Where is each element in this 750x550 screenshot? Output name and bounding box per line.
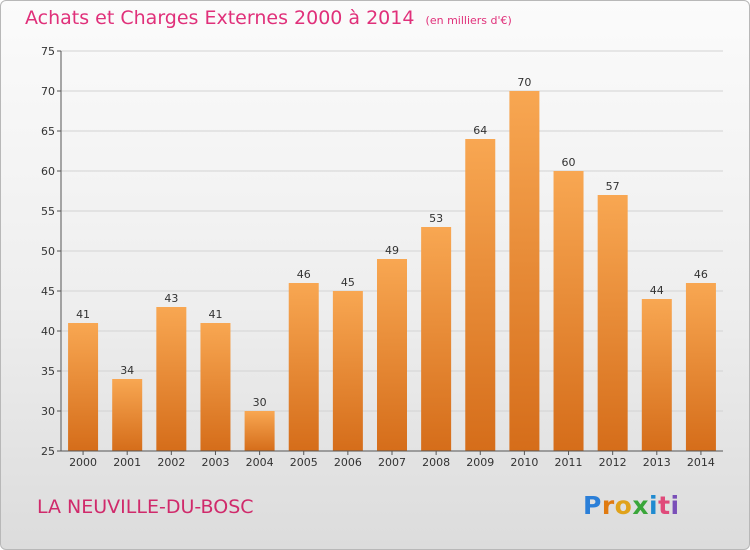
data-label: 64 xyxy=(473,124,487,137)
x-tick-label: 2012 xyxy=(599,456,627,469)
x-tick-label: 2003 xyxy=(201,456,229,469)
y-tick-label: 45 xyxy=(41,285,55,298)
bar xyxy=(553,171,584,451)
y-tick-label: 35 xyxy=(41,365,55,378)
y-tick-label: 30 xyxy=(41,405,55,418)
bar xyxy=(421,227,452,451)
bar xyxy=(685,283,716,451)
y-tick-label: 70 xyxy=(41,85,55,98)
data-label: 41 xyxy=(76,308,90,321)
x-tick-label: 2004 xyxy=(246,456,274,469)
y-tick-label: 65 xyxy=(41,125,55,138)
data-label: 45 xyxy=(341,276,355,289)
bar xyxy=(112,379,143,451)
logo-letter: t xyxy=(658,491,671,520)
x-tick-label: 2002 xyxy=(157,456,185,469)
y-tick-label: 50 xyxy=(41,245,55,258)
x-tick-label: 2006 xyxy=(334,456,362,469)
bar xyxy=(509,91,540,451)
place-name: LA NEUVILLE-DU-BOSC xyxy=(37,496,254,518)
x-tick-label: 2014 xyxy=(687,456,715,469)
data-label: 70 xyxy=(517,76,531,89)
logo-letter: x xyxy=(632,491,649,520)
y-tick-label: 55 xyxy=(41,205,55,218)
bar xyxy=(597,195,628,451)
bar xyxy=(156,307,187,451)
data-label: 60 xyxy=(562,156,576,169)
x-tick-label: 2005 xyxy=(290,456,318,469)
data-label: 57 xyxy=(606,180,620,193)
data-label: 44 xyxy=(650,284,664,297)
proxiti-logo: Proxiti xyxy=(583,491,680,520)
y-tick-label: 75 xyxy=(41,45,55,58)
bar xyxy=(244,411,275,451)
data-label: 46 xyxy=(297,268,311,281)
bar xyxy=(288,283,319,451)
data-label: 43 xyxy=(164,292,178,305)
bar xyxy=(200,323,231,451)
title-unit: (en milliers d'€) xyxy=(425,14,512,27)
y-tick-label: 40 xyxy=(41,325,55,338)
x-tick-label: 2008 xyxy=(422,456,450,469)
bar xyxy=(641,299,672,451)
bar xyxy=(377,259,407,451)
title-main: Achats et Charges Externes 2000 à 2014 xyxy=(25,7,415,29)
chart-title: Achats et Charges Externes 2000 à 2014 (… xyxy=(25,7,512,29)
logo-letter: o xyxy=(614,491,633,520)
x-tick-label: 2000 xyxy=(69,456,97,469)
data-label: 53 xyxy=(429,212,443,225)
x-tick-label: 2001 xyxy=(113,456,141,469)
data-label: 41 xyxy=(208,308,222,321)
x-tick-label: 2007 xyxy=(378,456,406,469)
bar xyxy=(465,139,496,451)
data-label: 46 xyxy=(694,268,708,281)
x-tick-label: 2009 xyxy=(466,456,494,469)
logo-letter: i xyxy=(649,491,659,520)
logo-letter: P xyxy=(583,491,602,520)
bar xyxy=(332,291,363,451)
data-label: 34 xyxy=(120,364,134,377)
x-tick-label: 2010 xyxy=(510,456,538,469)
y-tick-label: 25 xyxy=(41,445,55,458)
y-tick-label: 60 xyxy=(41,165,55,178)
logo-letter: r xyxy=(601,491,615,520)
data-label: 49 xyxy=(385,244,399,257)
logo-letter: i xyxy=(670,491,680,520)
data-label: 30 xyxy=(253,396,267,409)
x-tick-label: 2013 xyxy=(643,456,671,469)
bar xyxy=(68,323,99,451)
x-tick-label: 2011 xyxy=(555,456,583,469)
